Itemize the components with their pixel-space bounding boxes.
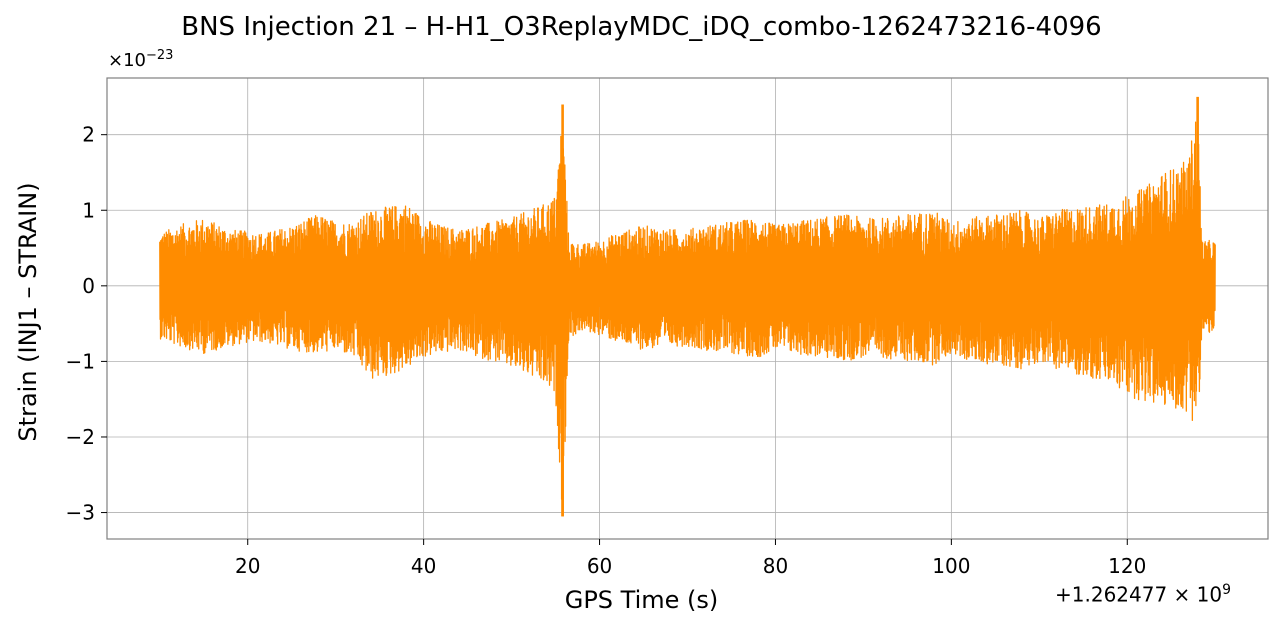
x-tick-label-4: 100 (932, 554, 970, 578)
x-tick-label-0: 20 (235, 554, 260, 578)
x-tick-label-2: 60 (587, 554, 612, 578)
x-offset-prefix: +1.262477 × 10 (1055, 582, 1223, 607)
strain-series-line (159, 100, 1216, 500)
y-tick-label-1: −2 (66, 425, 95, 449)
y-scale-prefix: ×10 (108, 50, 146, 71)
y-scale-multiplier: ×10−23 (108, 48, 173, 71)
x-tick-label-3: 80 (763, 554, 788, 578)
chart-title: BNS Injection 21 – H-H1_O3ReplayMDC_iDQ_… (181, 12, 1102, 42)
y-tick-label-4: 1 (82, 198, 95, 222)
x-offset-exponent: 9 (1222, 582, 1232, 598)
y-tick-label-3: 0 (82, 274, 95, 298)
y-tick-label-2: −1 (66, 349, 95, 373)
y-scale-exponent: −23 (146, 48, 174, 63)
axes-frame (106, 77, 1269, 540)
x-tick-label-5: 120 (1108, 554, 1146, 578)
y-tick-label-5: 2 (82, 123, 95, 147)
x-axis-offset: +1.262477 × 109 (1055, 582, 1231, 607)
y-tick-label-0: −3 (66, 501, 95, 525)
x-axis-label: GPS Time (s) (564, 586, 719, 614)
x-tick-label-1: 40 (411, 554, 436, 578)
